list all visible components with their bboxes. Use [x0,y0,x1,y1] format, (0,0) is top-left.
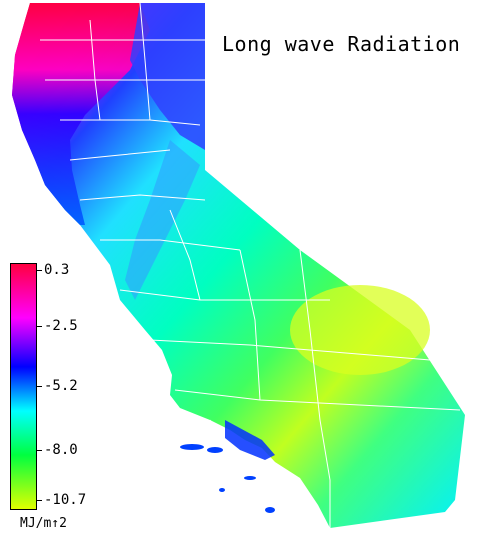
sierra-region [125,140,200,300]
legend-tick-mark [37,500,42,501]
south-coast-region [225,420,275,460]
state-shape [12,3,465,528]
legend-tick-mark [37,270,42,271]
channel-islands [180,444,275,513]
north-coast-region [12,3,150,225]
color-scale-bar [10,263,37,510]
legend-unit-label: MJ/m↑2 [20,516,67,531]
legend-tick-label: -2.5 [44,318,78,334]
legend-tick-mark [37,386,42,387]
legend-tick-label-max: 0.3 [44,262,70,278]
legend-tick-label: -8.0 [44,442,78,458]
legend-tick-mark [37,326,42,327]
desert-region [290,285,430,375]
legend-tick-label: -5.2 [44,378,78,394]
map-title: Long wave Radiation [222,32,461,56]
legend-tick-mark [37,450,42,451]
legend-tick-label-min: -10.7 [44,492,87,508]
county-boundaries [40,2,461,528]
